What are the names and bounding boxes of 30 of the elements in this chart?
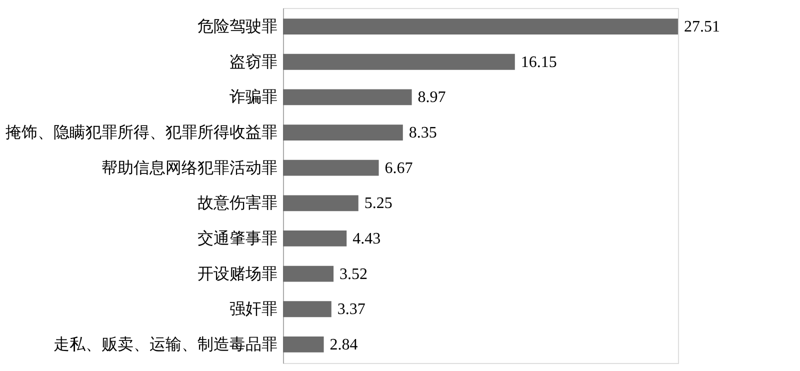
bar <box>283 18 678 34</box>
data-label: 5.25 <box>364 195 392 212</box>
data-label: 3.37 <box>337 301 366 318</box>
data-label: 27.51 <box>684 18 720 36</box>
bar <box>283 54 515 70</box>
y-tick-label: 掩饰、隐瞒犯罪所得、犯罪所得收益罪 <box>6 124 278 142</box>
data-label: 3.52 <box>340 266 368 283</box>
bar <box>283 124 403 140</box>
y-tick-label: 交通肇事罪 <box>198 229 278 248</box>
data-label: 4.43 <box>352 230 381 248</box>
bar <box>283 89 412 106</box>
bar <box>283 230 347 246</box>
y-tick-label: 诈骗罪 <box>230 88 278 106</box>
bar <box>283 195 358 212</box>
bar <box>283 266 334 282</box>
y-tick-label: 开设赌场罪 <box>198 264 278 283</box>
y-tick-label: 盗窃罪 <box>230 52 278 71</box>
y-tick-label: 走私、贩卖、运输、制造毒品罪 <box>54 335 278 354</box>
data-label: 8.97 <box>418 89 446 106</box>
bar <box>283 160 379 176</box>
y-tick-label: 危险驾驶罪 <box>198 18 278 36</box>
data-label: 16.15 <box>520 54 557 71</box>
data-label: 6.67 <box>384 160 413 177</box>
bar <box>283 301 332 318</box>
bar <box>283 336 324 352</box>
y-tick-label: 故意伤害罪 <box>198 194 278 212</box>
y-tick-label: 强奸罪 <box>230 301 278 318</box>
y-tick-label: 帮助信息网络犯罪活动罪 <box>102 158 278 177</box>
data-label: 8.35 <box>408 124 437 142</box>
data-label: 2.84 <box>330 336 358 354</box>
